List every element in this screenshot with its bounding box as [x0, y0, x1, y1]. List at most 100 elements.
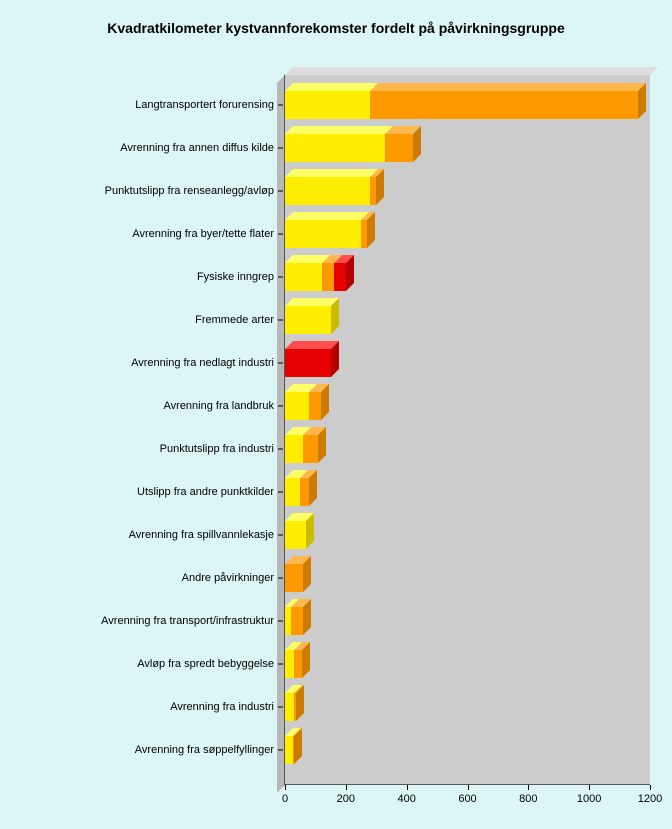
bar-segment: [285, 306, 331, 334]
bar-segment-front: [285, 521, 306, 549]
bar-segment: [285, 564, 303, 592]
bar-segment: [294, 693, 296, 721]
y-axis-label: Utslipp fra andre punktkilder: [137, 486, 274, 498]
bar-segment: [370, 91, 638, 119]
bar-segment: [285, 650, 294, 678]
y-axis-label: Avrenning fra transport/infrastruktur: [101, 615, 274, 627]
bar-segment-front: [285, 91, 370, 119]
y-axis-tick: [278, 707, 283, 708]
bar-segment-front: [285, 650, 294, 678]
y-axis-tick: [278, 320, 283, 321]
bar-segment: [285, 478, 300, 506]
bar-segment-front: [322, 263, 334, 291]
x-axis-label: 200: [337, 793, 355, 805]
x-axis-tick: [468, 785, 469, 790]
bar-segment-top: [285, 83, 378, 91]
y-axis-tick: [278, 492, 283, 493]
y-axis-tick: [278, 535, 283, 536]
x-axis-tick: [407, 785, 408, 790]
bar-segment-front: [285, 220, 361, 248]
bar-segment: [285, 349, 331, 377]
y-axis-label: Avrenning fra nedlagt industri: [131, 357, 274, 369]
bar-segment: [285, 177, 370, 205]
y-axis-tick: [278, 363, 283, 364]
bar-segment-front: [285, 736, 293, 764]
plot-3d-top-face: [285, 67, 658, 75]
y-axis-tick: [278, 578, 283, 579]
y-axis-label: Avrenning fra søppelfyllinger: [135, 744, 274, 756]
bar-segment: [285, 736, 293, 764]
y-axis-label: Langtransportert forurensing: [135, 99, 274, 111]
bar-segment: [303, 435, 318, 463]
bar-segment: [334, 263, 346, 291]
y-axis-label: Punktutslipp fra renseanlegg/avløp: [105, 185, 274, 197]
bar-segment-front: [285, 435, 303, 463]
y-axis-label: Fysiske inngrep: [197, 271, 274, 283]
bar-segment-front: [285, 177, 370, 205]
bar-segment: [285, 220, 361, 248]
x-axis-label: 400: [397, 793, 415, 805]
x-axis-tick: [285, 785, 286, 790]
y-axis-tick: [278, 621, 283, 622]
x-axis-tick: [650, 785, 651, 790]
x-axis-label: 600: [458, 793, 476, 805]
y-axis-label: Fremmede arter: [195, 314, 274, 326]
bar-segment: [285, 91, 370, 119]
x-axis-tick: [528, 785, 529, 790]
bar-segment: [285, 693, 294, 721]
bar-segment-top: [285, 169, 378, 177]
bar-segment-front: [309, 392, 321, 420]
bar-segment: [285, 134, 385, 162]
bar-segment: [294, 650, 302, 678]
bar-segment-front: [285, 392, 309, 420]
y-axis-tick: [278, 449, 283, 450]
chart-page: Kvadratkilometer kystvannforekomster for…: [0, 0, 672, 829]
y-axis-tick: [278, 105, 283, 106]
bar-segment-top: [285, 212, 369, 220]
bar-segment-front: [385, 134, 412, 162]
x-axis-tick: [589, 785, 590, 790]
bar-segment-top: [285, 126, 393, 134]
bar-segment-front: [291, 607, 303, 635]
bar-segment-front: [294, 650, 302, 678]
y-axis-label: Andre påvirkninger: [182, 572, 274, 584]
bar-segment-front: [285, 607, 291, 635]
bar-segment-front: [334, 263, 346, 291]
x-axis-label: 1000: [577, 793, 601, 805]
y-axis-tick: [278, 191, 283, 192]
bar-segment-front: [285, 564, 303, 592]
bar-segment: [300, 478, 309, 506]
bar-segment-front: [285, 306, 331, 334]
y-axis-tick: [278, 277, 283, 278]
bar-segment: [293, 736, 295, 764]
x-axis-label: 0: [282, 793, 288, 805]
y-axis-label: Avrenning fra industri: [170, 701, 274, 713]
bar-segment-front: [285, 478, 300, 506]
bar-segment: [285, 263, 322, 291]
bar-segment-front: [300, 478, 309, 506]
y-axis-label: Avrenning fra byer/tette flater: [132, 228, 274, 240]
y-axis-label: Avrenning fra landbruk: [164, 400, 274, 412]
y-axis-tick: [278, 664, 283, 665]
bar-segment: [361, 220, 367, 248]
chart-title: Kvadratkilometer kystvannforekomster for…: [0, 20, 672, 36]
y-axis-tick: [278, 750, 283, 751]
y-axis-label: Punktutslipp fra industri: [160, 443, 274, 455]
y-axis-label: Avrenning fra annen diffus kilde: [120, 142, 274, 154]
x-axis-tick: [346, 785, 347, 790]
y-axis-tick: [278, 234, 283, 235]
bar-segment-front: [285, 693, 294, 721]
bar-segment: [309, 392, 321, 420]
y-axis-labels: Langtransportert forurensing Avrenning fr…: [0, 75, 278, 785]
bar-segment: [285, 607, 291, 635]
bar-segment: [285, 435, 303, 463]
bar-segment: [285, 521, 306, 549]
x-axis-label: 800: [519, 793, 537, 805]
bar-segment: [291, 607, 303, 635]
bar-segment-front: [285, 349, 331, 377]
y-axis-tick: [278, 148, 283, 149]
bar-segment-front: [303, 435, 318, 463]
bar-segment-front: [370, 91, 638, 119]
x-axis-label: 1200: [638, 793, 662, 805]
bar-segment: [285, 392, 309, 420]
